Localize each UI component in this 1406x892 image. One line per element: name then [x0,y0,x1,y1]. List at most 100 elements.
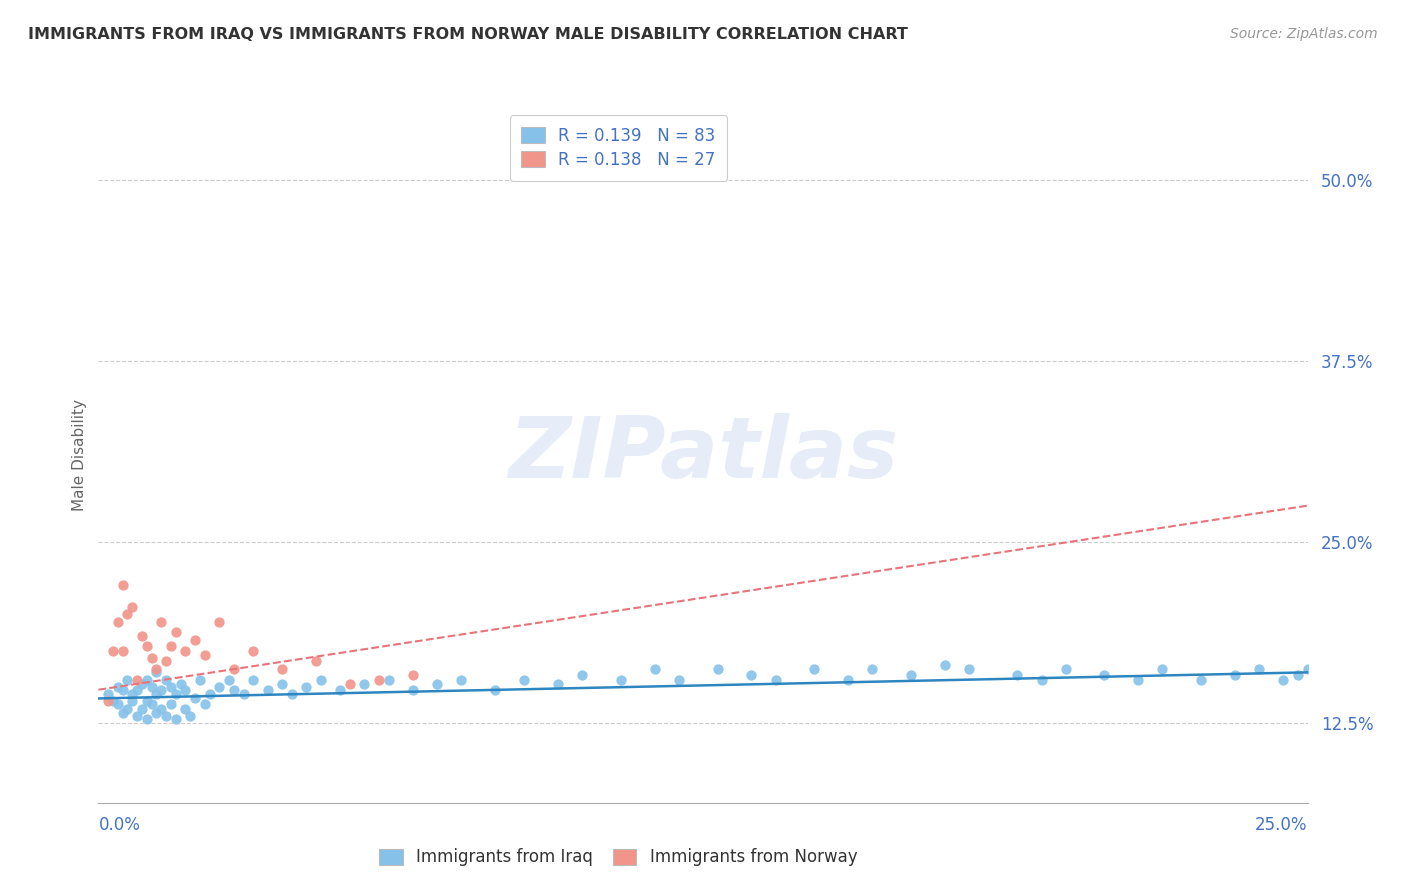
Point [1223,668,1246,682]
Point [222,662,245,677]
Point [242,643,264,657]
Point [900,668,922,682]
Point [934,658,956,673]
Point [353,677,375,691]
Point [218,673,240,687]
Point [174,682,197,697]
Point [155,708,177,723]
Point [160,680,183,694]
Point [141,680,163,694]
Point [131,677,153,691]
Point [150,682,173,697]
Text: Source: ZipAtlas.com: Source: ZipAtlas.com [1230,27,1378,41]
Point [131,629,153,643]
Point [117,701,139,715]
Point [165,687,187,701]
Point [803,662,825,677]
Point [232,687,254,701]
Point [1296,662,1319,677]
Point [271,677,294,691]
Point [484,682,506,697]
Point [179,708,201,723]
Point [208,615,231,629]
Point [135,639,157,653]
Point [188,673,211,687]
Point [377,673,399,687]
Text: 0.0%: 0.0% [98,816,141,834]
Point [1128,673,1150,687]
Point [145,662,167,677]
Point [668,673,690,687]
Point [242,673,264,687]
Point [339,677,361,691]
Point [610,673,633,687]
Point [160,639,183,653]
Point [127,708,149,723]
Point [101,694,124,708]
Point [426,677,449,691]
Point [150,615,173,629]
Point [194,698,217,712]
Point [131,701,153,715]
Point [281,687,304,701]
Point [1094,668,1116,682]
Point [547,677,569,691]
Point [135,694,157,708]
Point [450,673,472,687]
Point [256,682,278,697]
Point [127,673,149,687]
Point [837,673,859,687]
Point [97,694,120,708]
Point [368,673,391,687]
Point [271,662,294,677]
Point [121,694,143,708]
Point [208,680,231,694]
Point [145,687,167,701]
Point [121,600,143,615]
Point [571,668,593,682]
Text: ZIPatlas: ZIPatlas [508,413,898,497]
Point [111,643,134,657]
Point [305,654,328,668]
Text: IMMIGRANTS FROM IRAQ VS IMMIGRANTS FROM NORWAY MALE DISABILITY CORRELATION CHART: IMMIGRANTS FROM IRAQ VS IMMIGRANTS FROM … [28,27,908,42]
Point [160,698,183,712]
Point [957,662,980,677]
Point [706,662,728,677]
Point [309,673,332,687]
Text: 25.0%: 25.0% [1256,816,1308,834]
Point [111,578,134,592]
Point [97,687,120,701]
Point [101,643,124,657]
Point [107,680,129,694]
Point [860,662,883,677]
Point [1272,673,1295,687]
Point [1031,673,1053,687]
Point [1189,673,1212,687]
Point [111,706,134,720]
Point [145,706,167,720]
Point [184,691,207,706]
Point [111,682,134,697]
Point [1286,668,1309,682]
Point [135,673,157,687]
Legend: Immigrants from Iraq, Immigrants from Norway: Immigrants from Iraq, Immigrants from No… [368,837,869,878]
Point [194,648,217,662]
Point [165,624,187,639]
Y-axis label: Male Disability: Male Disability [72,399,87,511]
Point [1007,668,1029,682]
Point [155,654,177,668]
Point [1152,662,1174,677]
Point [117,607,139,622]
Point [150,701,173,715]
Point [174,643,197,657]
Point [222,682,245,697]
Point [1249,662,1271,677]
Point [155,673,177,687]
Point [295,680,318,694]
Point [141,698,163,712]
Point [184,633,207,648]
Point [765,673,787,687]
Point [117,673,139,687]
Point [402,682,425,697]
Point [740,668,762,682]
